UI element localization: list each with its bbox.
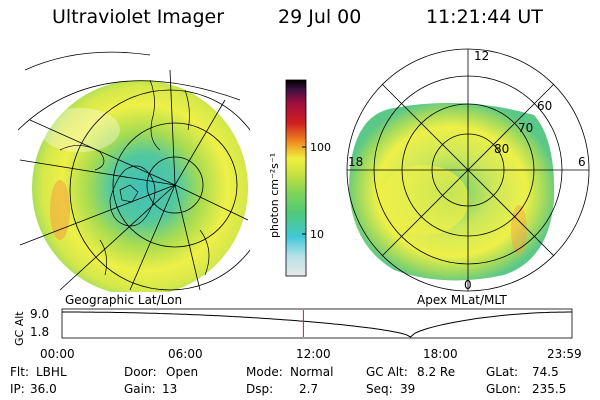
altitude-xtick-2359: 23:59 [547, 347, 582, 361]
colorbar-unit-label: photon cm⁻²s⁻¹ [268, 153, 281, 238]
page-title: Ultraviolet Imager [52, 6, 225, 28]
mlt-label-18: 18 [348, 155, 363, 169]
colorbar-tick-label-100: 100 [310, 141, 331, 154]
info-gcalt-label: GC Alt: [366, 365, 408, 379]
info-door-value: Open [166, 365, 199, 379]
altitude-ytick-9: 9.0 [30, 307, 49, 321]
colorbar: 100 10 photon cm⁻²s⁻¹ [268, 79, 331, 277]
info-door-label: Door: [124, 365, 157, 379]
geo-panel-label: Geographic Lat/Lon [65, 293, 183, 307]
info-ip-label: IP: [10, 382, 25, 396]
geo-coastlines [59, 79, 210, 276]
altitude-xtick-1800: 18:00 [423, 347, 458, 361]
info-filter-value: LBHL [36, 365, 67, 379]
colorbar-tick-label-10: 10 [310, 228, 324, 241]
altitude-ytick-1-8: 1.8 [30, 325, 49, 339]
altitude-axis-title: GC Alt [13, 311, 26, 346]
info-dsp-value: 2.7 [299, 382, 319, 396]
altitude-curve [62, 311, 572, 338]
geographic-image-panel [17, 51, 250, 292]
mlat-label-60: 60 [537, 99, 552, 113]
info-seq-label: Seq: [366, 382, 393, 396]
geo-auroral-image [32, 80, 248, 292]
info-mode-label: Mode: [246, 365, 283, 379]
info-dsp-label: Dsp: [246, 382, 274, 396]
header-time: 11:21:44 UT [426, 6, 543, 28]
altitude-xtick-0600: 06:00 [168, 347, 203, 361]
apex-panel-label: Apex MLat/MLT [417, 293, 507, 307]
info-mode-value: Normal [290, 365, 334, 379]
info-glon-label: GLon: [486, 382, 521, 396]
altitude-plot: GC Alt 9.0 1.8 00:00 06:00 12:00 18:00 2… [13, 307, 582, 361]
colorbar-gradient [285, 79, 307, 277]
info-glat-value: 74.5 [532, 365, 559, 379]
info-glon-value: 235.5 [532, 382, 567, 396]
info-seq-value: 39 [400, 382, 416, 396]
header-date: 29 Jul 00 [278, 6, 362, 28]
mlt-label-6: 6 [578, 155, 586, 169]
altitude-xtick-0000: 00:00 [40, 347, 75, 361]
geo-grid [17, 51, 250, 291]
mlt-label-12: 12 [474, 49, 489, 63]
mlt-label-0: 0 [464, 278, 472, 292]
mlat-label-80: 80 [494, 142, 509, 156]
apex-grid [346, 48, 590, 292]
info-gain-label: Gain: [124, 382, 156, 396]
altitude-xtick-1200: 12:00 [296, 347, 331, 361]
info-ip-value: 36.0 [30, 382, 57, 396]
info-gain-value: 13 [162, 382, 178, 396]
altitude-plot-frame [61, 308, 573, 339]
apex-auroral-image [349, 102, 555, 281]
info-filter-label: Flt: [10, 365, 29, 379]
info-glat-label: GLat: [486, 365, 519, 379]
header: Ultraviolet Imager 29 Jul 00 11:21:44 UT [0, 0, 600, 36]
apex-image-panel: 12 18 6 0 60 70 80 [346, 48, 590, 292]
info-gcalt-value: 8.2 Re [417, 365, 456, 379]
mlat-label-70: 70 [518, 121, 533, 135]
